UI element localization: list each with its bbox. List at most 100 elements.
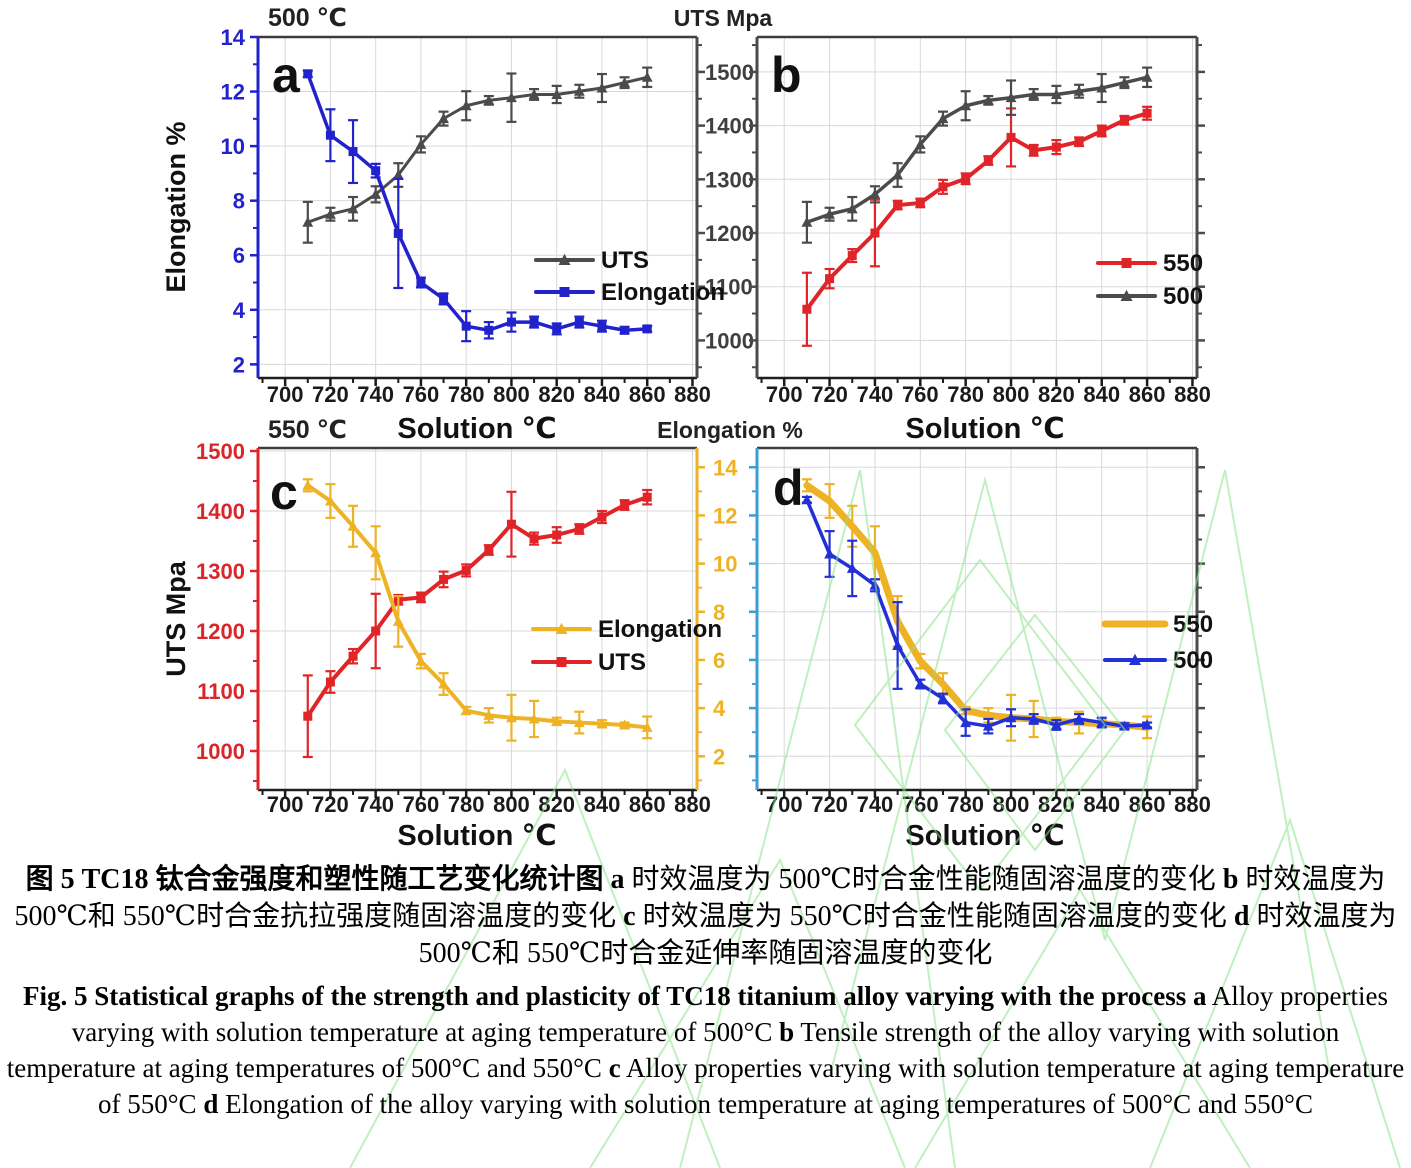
- gridlines: [757, 37, 1197, 378]
- legend: UTS Elongation: [534, 247, 725, 306]
- caption-chinese: 图 5 TC18 钛合金强度和塑性随工艺变化统计图 a 时效温度为 500℃时合…: [6, 862, 1405, 973]
- chart-text: 760: [403, 382, 440, 407]
- chart-text: 1400: [705, 114, 754, 139]
- chart-text: 840: [1083, 382, 1120, 407]
- chart-text: 550: [1163, 250, 1203, 277]
- caption-segment: a: [1193, 980, 1207, 1011]
- chart-text: 820: [1038, 792, 1075, 817]
- gridlines: [258, 448, 697, 790]
- chart-text: 2: [233, 352, 245, 377]
- chart-text: UTS Mpa: [161, 560, 191, 676]
- chart-text: c: [270, 464, 298, 520]
- chart-text: 6: [713, 648, 725, 673]
- chart-text: 12: [221, 80, 245, 105]
- caption-segment: 时效温度为 500℃和 550℃时合金延伸率随固溶温度的变化: [418, 900, 1397, 969]
- chart-text: 4: [233, 298, 246, 323]
- series-550: [801, 478, 1153, 742]
- chart-text: 720: [811, 792, 848, 817]
- series-550: [801, 105, 1153, 347]
- chart-text: Elongation: [598, 616, 722, 643]
- caption-segment: Fig. 5 Statistical graphs of the strengt…: [22, 980, 1194, 1011]
- caption-segment: c: [608, 1052, 621, 1083]
- chart-panel-a: 700 720 740 760 780 800 820 840 860 880 Solution ℃…: [161, 4, 772, 445]
- chart-text: 8: [233, 189, 245, 214]
- chart-text: 840: [584, 382, 621, 407]
- chart-text: 6: [233, 243, 245, 268]
- chart-text: Elongation %: [657, 417, 803, 443]
- caption-english: Fig. 5 Statistical graphs of the strengt…: [6, 979, 1405, 1123]
- chart-text: 880: [674, 382, 711, 407]
- caption-segment: 时效温度为 500℃时合金性能随固溶温度的变化: [624, 864, 1223, 895]
- chart-text: 840: [1083, 792, 1120, 817]
- series-Elongation: [302, 69, 653, 343]
- chart-text: a: [272, 47, 301, 103]
- caption-segment: d: [1233, 900, 1250, 932]
- chart-text: 1000: [196, 739, 245, 764]
- chart-text: 1200: [196, 619, 245, 644]
- chart-text: 700: [267, 792, 304, 817]
- chart-text: UTS Mpa: [674, 5, 773, 31]
- caption-segment: 图 5 TC18 钛合金强度和塑性随工艺变化统计图: [25, 864, 611, 895]
- chart-text: 780: [448, 792, 485, 817]
- chart-text: 760: [902, 382, 939, 407]
- caption-segment: c: [623, 900, 636, 932]
- chart-text: 860: [629, 792, 666, 817]
- chart-text: Elongation %: [161, 122, 191, 293]
- series-500: [801, 66, 1153, 244]
- chart-text: 14: [221, 25, 246, 50]
- caption-segment: b: [1222, 864, 1239, 895]
- chart-text: Solution ℃: [905, 413, 1064, 445]
- chart-text: 740: [857, 792, 894, 817]
- chart-text: 860: [1129, 382, 1166, 407]
- left-axis: [749, 44, 757, 369]
- chart-panel-b: 700 720 740 760 780 800 820 840 860 880 Solution ℃…: [749, 35, 1211, 445]
- chart-text: 4: [713, 696, 726, 721]
- chart-text: 740: [857, 382, 894, 407]
- plot-border: [755, 35, 1199, 380]
- chart-text: 10: [221, 134, 245, 159]
- caption-segment: Alloy properties varying with solution t…: [98, 1052, 1405, 1119]
- chart-text: 740: [357, 792, 394, 817]
- chart-text: 720: [312, 792, 349, 817]
- chart-text: 840: [584, 792, 621, 817]
- chart-text: 700: [766, 792, 803, 817]
- chart-text: 800: [493, 792, 530, 817]
- chart-text: 880: [1174, 382, 1211, 407]
- chart-text: 720: [312, 382, 349, 407]
- chart-text: d: [773, 460, 804, 516]
- chart-text: Solution ℃: [397, 820, 556, 852]
- caption-segment: Tensile strength of the alloy varying wi…: [6, 1016, 1340, 1083]
- chart-text: 12: [713, 503, 737, 528]
- chart-text: 800: [993, 792, 1030, 817]
- chart-text: 1100: [197, 679, 245, 704]
- left-axis: 1000 1100 1200 1300 1400 1500 UTS Mpa: [161, 439, 258, 782]
- chart-text: 500: [1173, 647, 1213, 674]
- chart-text: 760: [403, 792, 440, 817]
- caption-segment: d: [203, 1088, 219, 1119]
- left-axis: 2 4 6 8 10 12 14 Elongation %: [161, 25, 258, 377]
- chart-text: 550 ℃: [268, 416, 347, 444]
- chart-text: 500: [1163, 283, 1203, 310]
- caption-segment: b: [779, 1016, 795, 1047]
- x-axis: 700 720 740 760 780 800 820 840 860 880 Solution ℃: [760, 790, 1211, 852]
- chart-text: 14: [713, 455, 738, 480]
- chart-text: 1300: [705, 167, 754, 192]
- chart-text: 1200: [705, 221, 754, 246]
- chart-text: 1500: [196, 439, 245, 464]
- chart-text: 760: [902, 792, 939, 817]
- legend: Elongation UTS: [531, 616, 722, 676]
- caption-segment: Elongation of the alloy varying with sol…: [218, 1088, 1313, 1119]
- x-axis: 700 720 740 760 780 800 820 840 860 880 Solution ℃: [261, 378, 711, 445]
- chart-text: 880: [1174, 792, 1211, 817]
- chart-text: 1100: [705, 275, 753, 300]
- chart-text: 700: [267, 382, 304, 407]
- chart-text: 1300: [196, 559, 245, 584]
- chart-text: UTS: [598, 649, 646, 676]
- chart-text: 1000: [705, 328, 754, 353]
- chart-panel-d: 700 720 740 760 780 800 820 840 860 880 Solution ℃…: [749, 446, 1213, 852]
- series-Elongation: [302, 478, 653, 742]
- caption-segment: Alloy properties varying with solution t…: [71, 980, 1388, 1047]
- chart-text: b: [771, 47, 802, 103]
